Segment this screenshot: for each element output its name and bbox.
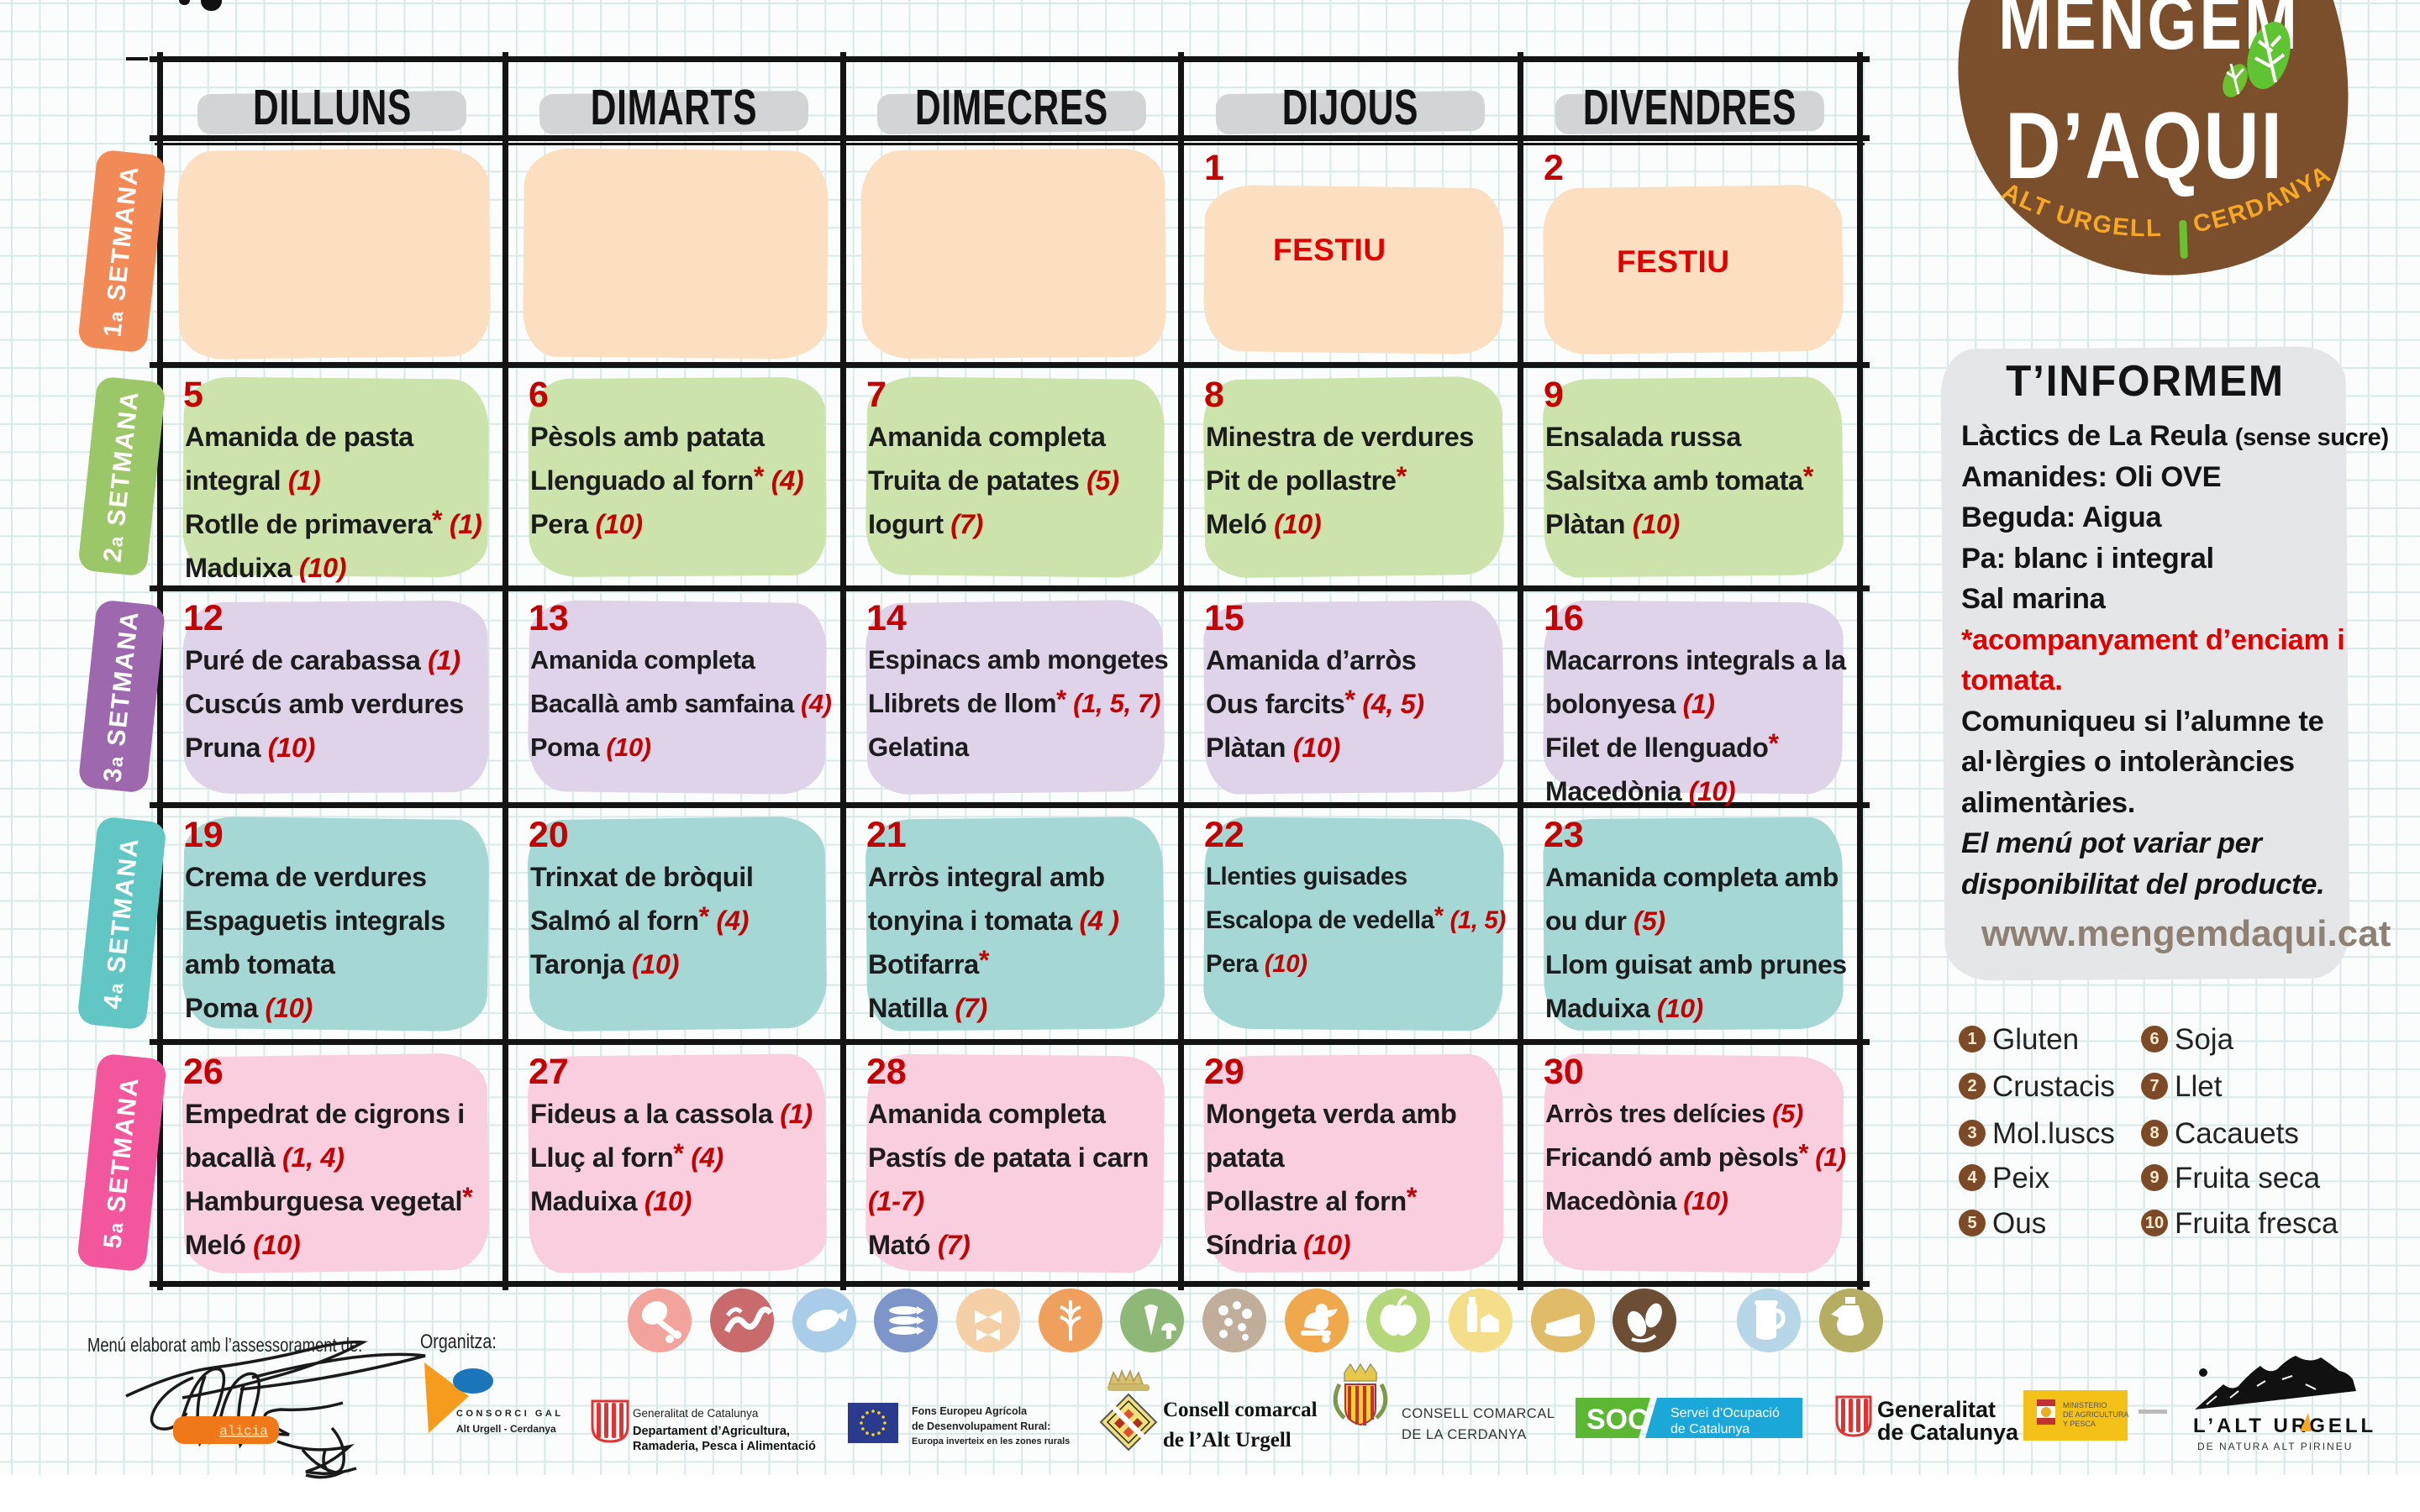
svg-text:de Desenvolupament Rural:: de Desenvolupament Rural:	[912, 1420, 1050, 1432]
svg-text:CONSORCI GAL: CONSORCI GAL	[456, 1409, 564, 1419]
svg-text:de l’Alt Urgell: de l’Alt Urgell	[1163, 1429, 1292, 1452]
svg-text:Fons Europeu Agrícola: Fons Europeu Agrícola	[912, 1405, 1028, 1417]
svg-text:DE NATURA ALT PIRINEU: DE NATURA ALT PIRINEU	[2197, 1441, 2353, 1452]
svg-text:Servei d’Ocupació: Servei d’Ocupació	[1670, 1406, 1780, 1420]
svg-text:de Catalunya: de Catalunya	[1877, 1420, 2019, 1445]
svg-text:CONSELL COMARCAL: CONSELL COMARCAL	[1402, 1406, 1555, 1421]
svg-text:de Catalunya: de Catalunya	[1670, 1422, 1749, 1436]
svg-text:Departament d’Agricultura,: Departament d’Agricultura,	[633, 1425, 790, 1438]
svg-text:L’ALT URGELL: L’ALT URGELL	[2193, 1415, 2376, 1437]
svg-text:Europa inverteix en les zones: Europa inverteix en les zones rurals	[912, 1436, 1070, 1446]
svg-text:Alt Urgell - Cerdanya: Alt Urgell - Cerdanya	[456, 1423, 556, 1435]
svg-text:Generalitat: Generalitat	[1877, 1397, 1996, 1422]
svg-text:DE AGRICULTURA: DE AGRICULTURA	[2063, 1410, 2128, 1419]
svg-text:alicia: alicia	[219, 1424, 268, 1439]
svg-text:SOC: SOC	[1586, 1404, 1649, 1436]
svg-text:Ramaderia, Pesca i Alimentació: Ramaderia, Pesca i Alimentació	[633, 1440, 816, 1453]
svg-text:Y PESCA: Y PESCA	[2063, 1420, 2096, 1428]
svg-text:D’AQUI: D’AQUI	[2005, 92, 2283, 198]
svg-text:DE LA CERDANYA: DE LA CERDANYA	[1402, 1427, 1527, 1442]
svg-text:Consell comarcal: Consell comarcal	[1163, 1399, 1318, 1421]
svg-text:MENGEM: MENGEM	[1998, 0, 2300, 66]
svg-text:MINISTERIO: MINISTERIO	[2063, 1401, 2107, 1410]
svg-text:Generalitat de Catalunya: Generalitat de Catalunya	[633, 1407, 759, 1420]
